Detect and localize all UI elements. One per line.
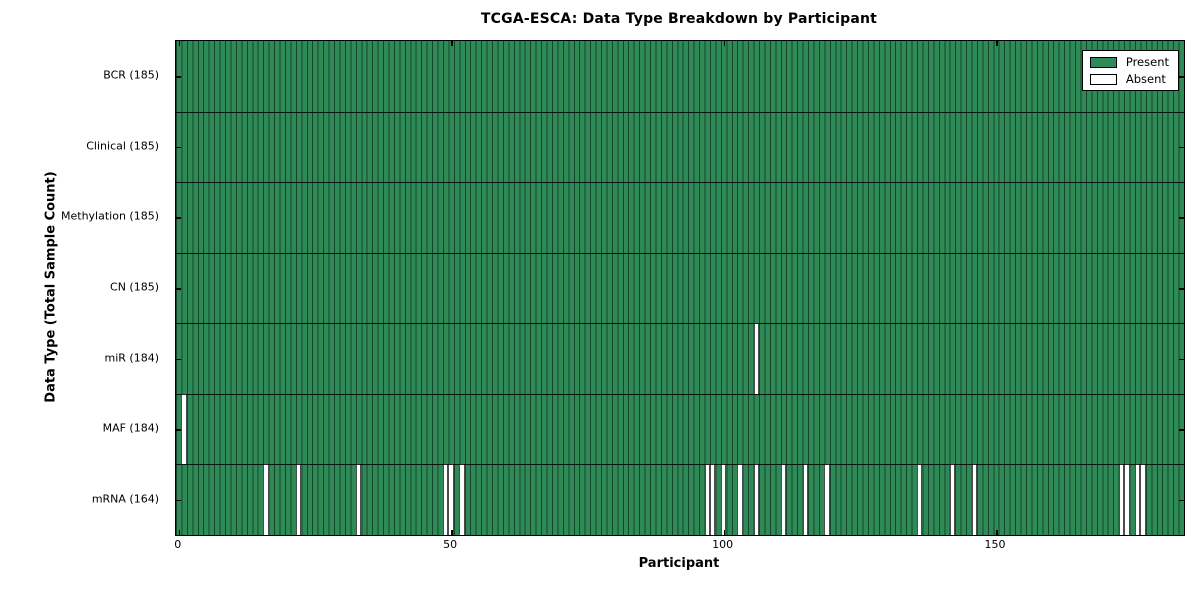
- absent-cell-mRNA-115: [802, 464, 809, 535]
- x-tick-bottom-50: [451, 530, 453, 535]
- absent-cell-mRNA-174: [1124, 464, 1130, 535]
- absent-cell-mRNA-50: [448, 464, 454, 535]
- datatype-row-CN: [176, 252, 1184, 324]
- row-boundary-line: [176, 393, 1184, 395]
- y-tick-label-BCR: BCR (185): [103, 68, 159, 82]
- row-boundary-line: [176, 252, 1184, 254]
- legend-swatch-present: [1089, 56, 1117, 68]
- y-tick-label-MAF: MAF (184): [102, 421, 159, 435]
- absent-cell-mRNA-119: [824, 464, 830, 535]
- row-boundary-line: [176, 182, 1184, 184]
- datatype-row-Methylation: [176, 182, 1184, 253]
- absent-cell-MAF-1: [181, 393, 187, 465]
- chart-title: TCGA-ESCA: Data Type Breakdown by Partic…: [480, 11, 878, 27]
- y-tick-left-CN: [176, 288, 181, 290]
- row-boundary-line: [176, 111, 1184, 113]
- x-tick-top-150: [996, 41, 998, 46]
- y-tick-right-CN: [1179, 288, 1184, 290]
- absent-cell-mRNA-98: [709, 464, 716, 535]
- datatype-row-miR: [176, 323, 1184, 394]
- y-tick-right-BCR: [1179, 76, 1184, 78]
- datatype-row-mRNA: [176, 464, 1184, 535]
- y-tick-left-Clinical: [176, 146, 181, 149]
- row-boundary-line: [176, 464, 1184, 466]
- y-tick-right-Clinical: [1179, 146, 1184, 149]
- y-tick-label-mRNA: mRNA (164): [91, 492, 159, 506]
- y-tick-right-miR: [1179, 358, 1184, 361]
- absent-cell-mRNA-103: [737, 464, 743, 535]
- absent-cell-mRNA-97: [704, 464, 710, 535]
- y-tick-left-Methylation: [176, 217, 181, 219]
- y-tick-right-MAF: [1179, 429, 1184, 431]
- absent-cell-mRNA-52: [459, 464, 465, 535]
- x-axis-label: Participant: [638, 556, 720, 571]
- absent-cell-mRNA-33: [355, 464, 362, 535]
- row-boundary-line: [176, 323, 1184, 325]
- y-tick-label-miR: miR (184): [104, 351, 160, 365]
- y-tick-left-BCR: [176, 76, 181, 78]
- x-tick-label-50: 50: [443, 538, 458, 551]
- absent-cell-mRNA-136: [917, 464, 923, 535]
- absent-cell-mRNA-173: [1118, 464, 1125, 535]
- legend: Present Absent: [1081, 50, 1179, 91]
- absent-cell-mRNA-106: [753, 464, 759, 535]
- legend-label-present: Present: [1125, 55, 1169, 69]
- x-tick-bottom-100: [723, 530, 726, 535]
- legend-entry-absent: Absent: [1089, 72, 1169, 86]
- absent-cell-mRNA-16: [263, 464, 269, 535]
- x-tick-label-150: 150: [984, 538, 1006, 551]
- legend-swatch-absent: [1089, 73, 1117, 85]
- y-tick-left-mRNA: [176, 499, 181, 502]
- y-tick-left-miR: [176, 358, 181, 361]
- legend-entry-present: Present: [1089, 55, 1169, 69]
- absent-cell-miR-106: [753, 323, 759, 394]
- x-tick-bottom-0: [178, 530, 181, 535]
- y-tick-label-Methylation: Methylation (185): [61, 209, 159, 223]
- datatype-row-Clinical: [176, 111, 1184, 183]
- absent-cell-mRNA-49: [442, 464, 449, 535]
- x-tick-top-100: [723, 41, 726, 46]
- y-tick-label-Clinical: Clinical (185): [86, 139, 159, 153]
- legend-label-absent: Absent: [1125, 72, 1166, 86]
- y-tick-left-MAF: [176, 429, 181, 431]
- absent-cell-mRNA-176: [1134, 464, 1141, 535]
- y-axis-label: Data Type (Total Sample Count): [43, 171, 59, 403]
- y-tick-right-mRNA: [1179, 499, 1184, 502]
- x-tick-label-0: 0: [174, 538, 182, 551]
- x-tick-label-100: 100: [712, 538, 734, 551]
- y-tick-right-Methylation: [1179, 217, 1184, 219]
- absent-cell-mRNA-22: [295, 464, 302, 535]
- x-tick-bottom-150: [996, 530, 998, 535]
- absent-cell-mRNA-142: [949, 464, 956, 535]
- absent-cell-mRNA-100: [720, 464, 727, 535]
- datatype-row-MAF: [176, 393, 1184, 465]
- absent-cell-mRNA-111: [780, 464, 787, 535]
- x-tick-top-50: [451, 41, 453, 46]
- plot-area: Present Absent: [175, 40, 1185, 536]
- absent-cell-mRNA-146: [971, 464, 977, 535]
- absent-cell-mRNA-177: [1140, 464, 1146, 535]
- y-tick-label-CN: CN (185): [110, 280, 159, 294]
- datatype-row-BCR: [176, 41, 1184, 112]
- x-tick-top-0: [178, 41, 181, 46]
